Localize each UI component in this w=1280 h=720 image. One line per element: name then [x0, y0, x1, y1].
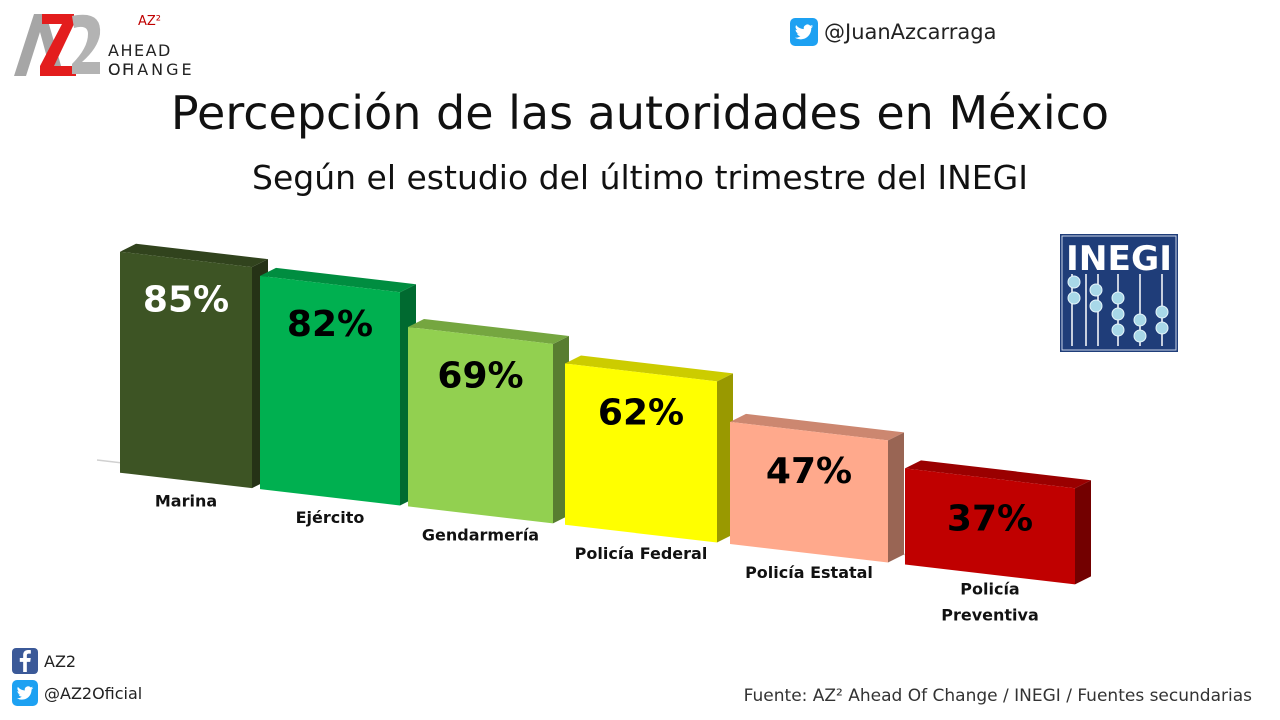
bar-top-policia-federal [565, 355, 733, 382]
az2-logo-mark [14, 14, 101, 76]
facebook-handle[interactable]: AZ2 [12, 648, 76, 674]
bar-gendarmeria [408, 326, 553, 524]
page-title: Percepción de las autoridades en México [170, 86, 1110, 140]
bar-value-label: 37% [947, 498, 1033, 539]
twitter-icon [12, 680, 38, 706]
category-label: Ejército [296, 508, 365, 527]
category-label: Policía Estatal [745, 563, 873, 582]
bar-value-label: 85% [143, 279, 229, 320]
bar-side-policia-federal [717, 373, 733, 543]
twitter-handle-text: @JuanAzcarraga [824, 20, 997, 44]
facebook-handle-text: AZ2 [44, 651, 77, 671]
bar-policia-preventiva [905, 468, 1075, 585]
logo-line2: CHANGE [108, 60, 195, 79]
source-note: Fuente: AZ² Ahead Of Change / INEGI / Fu… [743, 686, 1252, 706]
facebook-icon [12, 648, 38, 674]
category-label: Marina [155, 492, 217, 511]
twitter-handle-top[interactable]: @JuanAzcarraga [790, 18, 996, 46]
category-label: Policía Preventiva [941, 580, 1039, 625]
bar-top-ejercito [260, 267, 416, 293]
bar-ejercito [260, 275, 400, 506]
twitter-icon [790, 18, 818, 46]
bar-top-marina [120, 243, 268, 268]
bar-top-policia-preventiva [905, 460, 1091, 489]
page-subtitle: Según el estudio del último trimestre de… [252, 158, 1028, 197]
bar-side-policia-preventiva [1075, 480, 1091, 585]
bar-policia-federal [565, 363, 717, 543]
bar-marina [120, 251, 252, 489]
category-label: Policía Federal [575, 544, 708, 563]
bar-policia-estatal [730, 421, 888, 563]
az2-logo: AZ² AHEAD OF CHANGE [12, 8, 202, 80]
logo-line1: AHEAD OF [108, 41, 172, 79]
inegi-logo: INEGI [1060, 234, 1178, 352]
logo-superscript: AZ² [138, 14, 162, 29]
inegi-logo-text: INEGI [1066, 239, 1172, 279]
twitter-handle-bottom[interactable]: @AZ2Oficial [12, 680, 142, 706]
bar-top-gendarmeria [408, 318, 569, 344]
bar-top-policia-estatal [730, 413, 904, 441]
category-label: Gendarmería [422, 525, 539, 544]
bar-value-label: 62% [598, 392, 684, 433]
bar-side-policia-estatal [888, 432, 904, 563]
twitter-handle-bottom-text: @AZ2Oficial [44, 683, 143, 703]
bar-value-label: 47% [766, 451, 852, 492]
bar-value-label: 69% [437, 355, 523, 396]
bar-value-label: 82% [287, 304, 373, 345]
